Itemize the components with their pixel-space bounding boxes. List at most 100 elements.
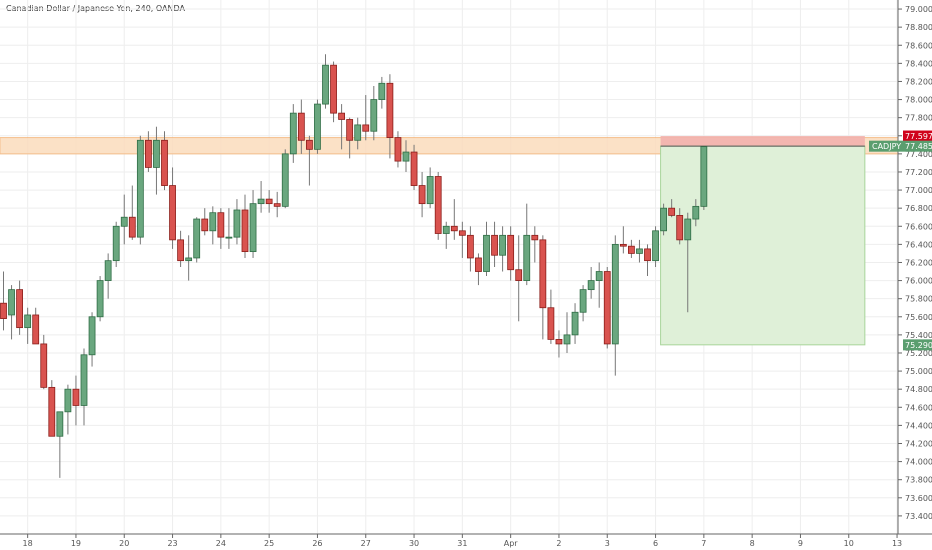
candle: [354, 117, 362, 150]
candle: [386, 74, 394, 159]
candle-body-down: [217, 212, 225, 238]
candle-body-up: [354, 124, 362, 141]
price-tick-label: 75.400: [905, 331, 932, 340]
candle-body-down: [297, 112, 305, 141]
candle-body-up: [225, 236, 233, 239]
symbol-label: CADJPY: [872, 142, 901, 151]
price-tick-label: 74.000: [905, 458, 932, 467]
candle: [668, 199, 676, 218]
candle-body-up: [378, 82, 386, 100]
candle-body-down: [241, 209, 249, 253]
candle: [241, 194, 249, 258]
time-tick-label: 13: [892, 539, 902, 548]
price-tick-label: 76.400: [905, 240, 932, 249]
candle-body-up: [233, 209, 241, 238]
candle-body-up: [249, 203, 257, 253]
candle-body-down: [72, 388, 80, 406]
price-tick-label: 79.000: [905, 5, 932, 14]
candle-body-down: [169, 185, 176, 241]
candle: [684, 212, 692, 313]
candle: [32, 307, 40, 345]
price-tick-label: 73.600: [905, 494, 932, 503]
time-tick-label: 31: [457, 539, 467, 548]
price-label-text: 77.597: [905, 132, 932, 141]
candle-body-down: [491, 234, 498, 256]
candle: [257, 181, 265, 213]
candle: [193, 217, 201, 263]
candle: [531, 226, 539, 263]
price-tick-label: 75.600: [905, 313, 932, 322]
candle: [547, 289, 555, 344]
candle: [185, 235, 193, 281]
candle: [628, 239, 635, 258]
candle-body-up: [136, 139, 144, 238]
candle-body-down: [619, 243, 627, 247]
candle: [595, 262, 603, 308]
candle-body-up: [660, 207, 667, 232]
candle: [144, 131, 152, 172]
candle-body-up: [289, 112, 297, 155]
price-tick-label: 78.000: [905, 96, 932, 105]
candle: [153, 126, 160, 195]
candle: [8, 285, 15, 340]
candle: [507, 226, 515, 281]
candle-body-down: [144, 139, 152, 168]
candle-body-up: [64, 388, 72, 413]
candle-body-up: [24, 314, 32, 329]
candle: [378, 76, 386, 109]
candle-body-down: [0, 302, 7, 319]
candle-body-down: [547, 307, 555, 340]
candle-body-down: [531, 234, 539, 241]
candle-body-up: [587, 280, 595, 291]
candle: [225, 208, 233, 249]
stop-loss-zone: [660, 136, 865, 147]
candle-body-down: [362, 124, 370, 132]
price-label-box: [903, 140, 932, 152]
candle-body-down: [346, 119, 354, 141]
candle: [72, 375, 80, 426]
time-tick-label: 2: [556, 539, 561, 548]
candle-body-down: [668, 207, 676, 216]
time-tick-label: 8: [750, 539, 755, 548]
candle: [80, 348, 88, 426]
price-tick-label: 78.200: [905, 77, 932, 86]
price-tick-label: 75.200: [905, 349, 932, 358]
candle: [16, 280, 24, 335]
candle: [434, 171, 442, 240]
candle: [410, 144, 418, 191]
candle: [619, 226, 627, 254]
price-tick-label: 74.400: [905, 421, 932, 430]
candle-body-down: [338, 112, 346, 120]
current-price-label: CADJPY 77.485: [869, 140, 932, 152]
candle-body-up: [579, 289, 587, 313]
time-tick-label: 24: [216, 539, 226, 548]
candle-body-up: [402, 151, 410, 162]
price-tick-label: 76.800: [905, 204, 932, 213]
candle-body-up: [88, 316, 96, 356]
price-tick-label: 78.400: [905, 59, 932, 68]
candle-body-down: [466, 234, 474, 259]
candle: [338, 104, 346, 150]
candle-body-down: [450, 225, 458, 232]
price-tick-label: 75.800: [905, 295, 932, 304]
candle: [314, 99, 321, 154]
candle: [611, 235, 619, 376]
stop-price-label: 77.597: [903, 130, 932, 142]
candle-body-down: [177, 239, 185, 262]
candle-body-down: [434, 176, 442, 234]
candle: [676, 208, 684, 245]
candle: [24, 307, 32, 344]
candle-body-down: [161, 139, 168, 186]
candle: [169, 167, 176, 249]
candle: [394, 131, 402, 168]
candle-body-down: [16, 289, 24, 329]
candle-body-up: [652, 230, 659, 262]
candle-body-up: [104, 260, 112, 281]
candle: [571, 303, 579, 344]
price-tick-label: 74.800: [905, 385, 932, 394]
price-tick-label: 78.800: [905, 23, 932, 32]
candle-body-up: [442, 225, 450, 234]
candle-body-up: [499, 234, 507, 256]
candle-body-down: [418, 185, 426, 205]
